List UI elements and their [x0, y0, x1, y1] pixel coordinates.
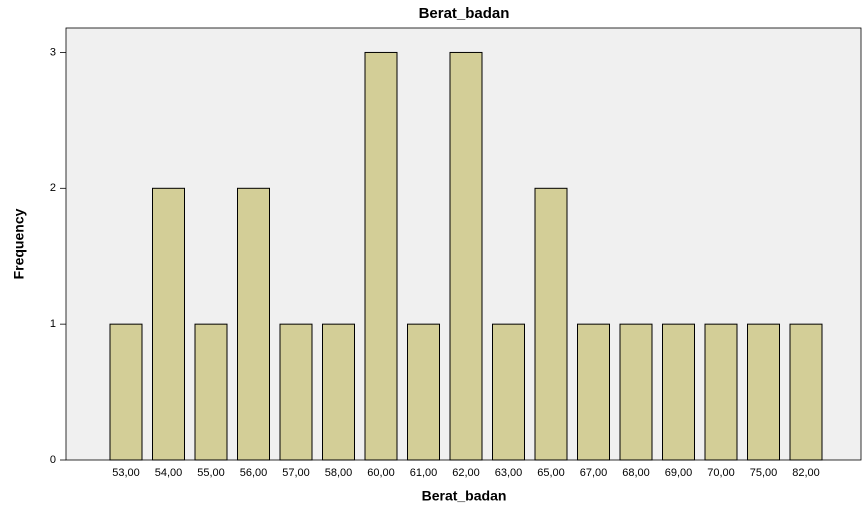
y-tick-label: 1: [50, 318, 56, 330]
bar: [237, 187, 270, 461]
x-tick-label: 55,00: [197, 467, 225, 479]
bar: [789, 323, 823, 461]
bar: [109, 323, 143, 461]
x-tick-label: 70,00: [707, 467, 735, 479]
bar: [279, 323, 313, 461]
x-tick-label: 69,00: [665, 467, 693, 479]
x-tick-label: 67,00: [580, 467, 608, 479]
bar: [492, 323, 525, 461]
x-tick-label: 57,00: [282, 467, 310, 479]
y-tick-label: 2: [50, 182, 56, 194]
y-tick-label: 3: [50, 46, 56, 58]
x-tick-label: 68,00: [622, 467, 650, 479]
x-tick-label: 61,00: [410, 467, 438, 479]
bar: [322, 323, 355, 461]
chart-title: Berat_badan: [419, 5, 510, 22]
x-tick-label: 54,00: [155, 467, 183, 479]
bar: [704, 323, 738, 461]
x-tick-label: 53,00: [112, 467, 140, 479]
bar: [364, 51, 398, 461]
bar: [449, 51, 483, 461]
y-tick-label: 0: [50, 454, 56, 466]
x-tick-label: 65,00: [537, 467, 565, 479]
x-tick-label: 63,00: [495, 467, 523, 479]
bar: [194, 323, 228, 461]
x-tick-label: 62,00: [452, 467, 480, 479]
bar: [407, 323, 440, 461]
bar: [747, 323, 780, 461]
bar: [534, 187, 568, 461]
bar: [152, 187, 185, 461]
x-tick-label: 56,00: [240, 467, 268, 479]
bar: [577, 323, 610, 461]
y-axis-label: Frequency: [11, 208, 27, 279]
x-tick-label: 60,00: [367, 467, 395, 479]
x-tick-label: 58,00: [325, 467, 353, 479]
x-tick-label: 82,00: [792, 467, 820, 479]
x-tick-label: 75,00: [750, 467, 778, 479]
x-axis-label: Berat_badan: [422, 488, 507, 504]
bar: [662, 323, 695, 461]
bar: [619, 323, 653, 461]
